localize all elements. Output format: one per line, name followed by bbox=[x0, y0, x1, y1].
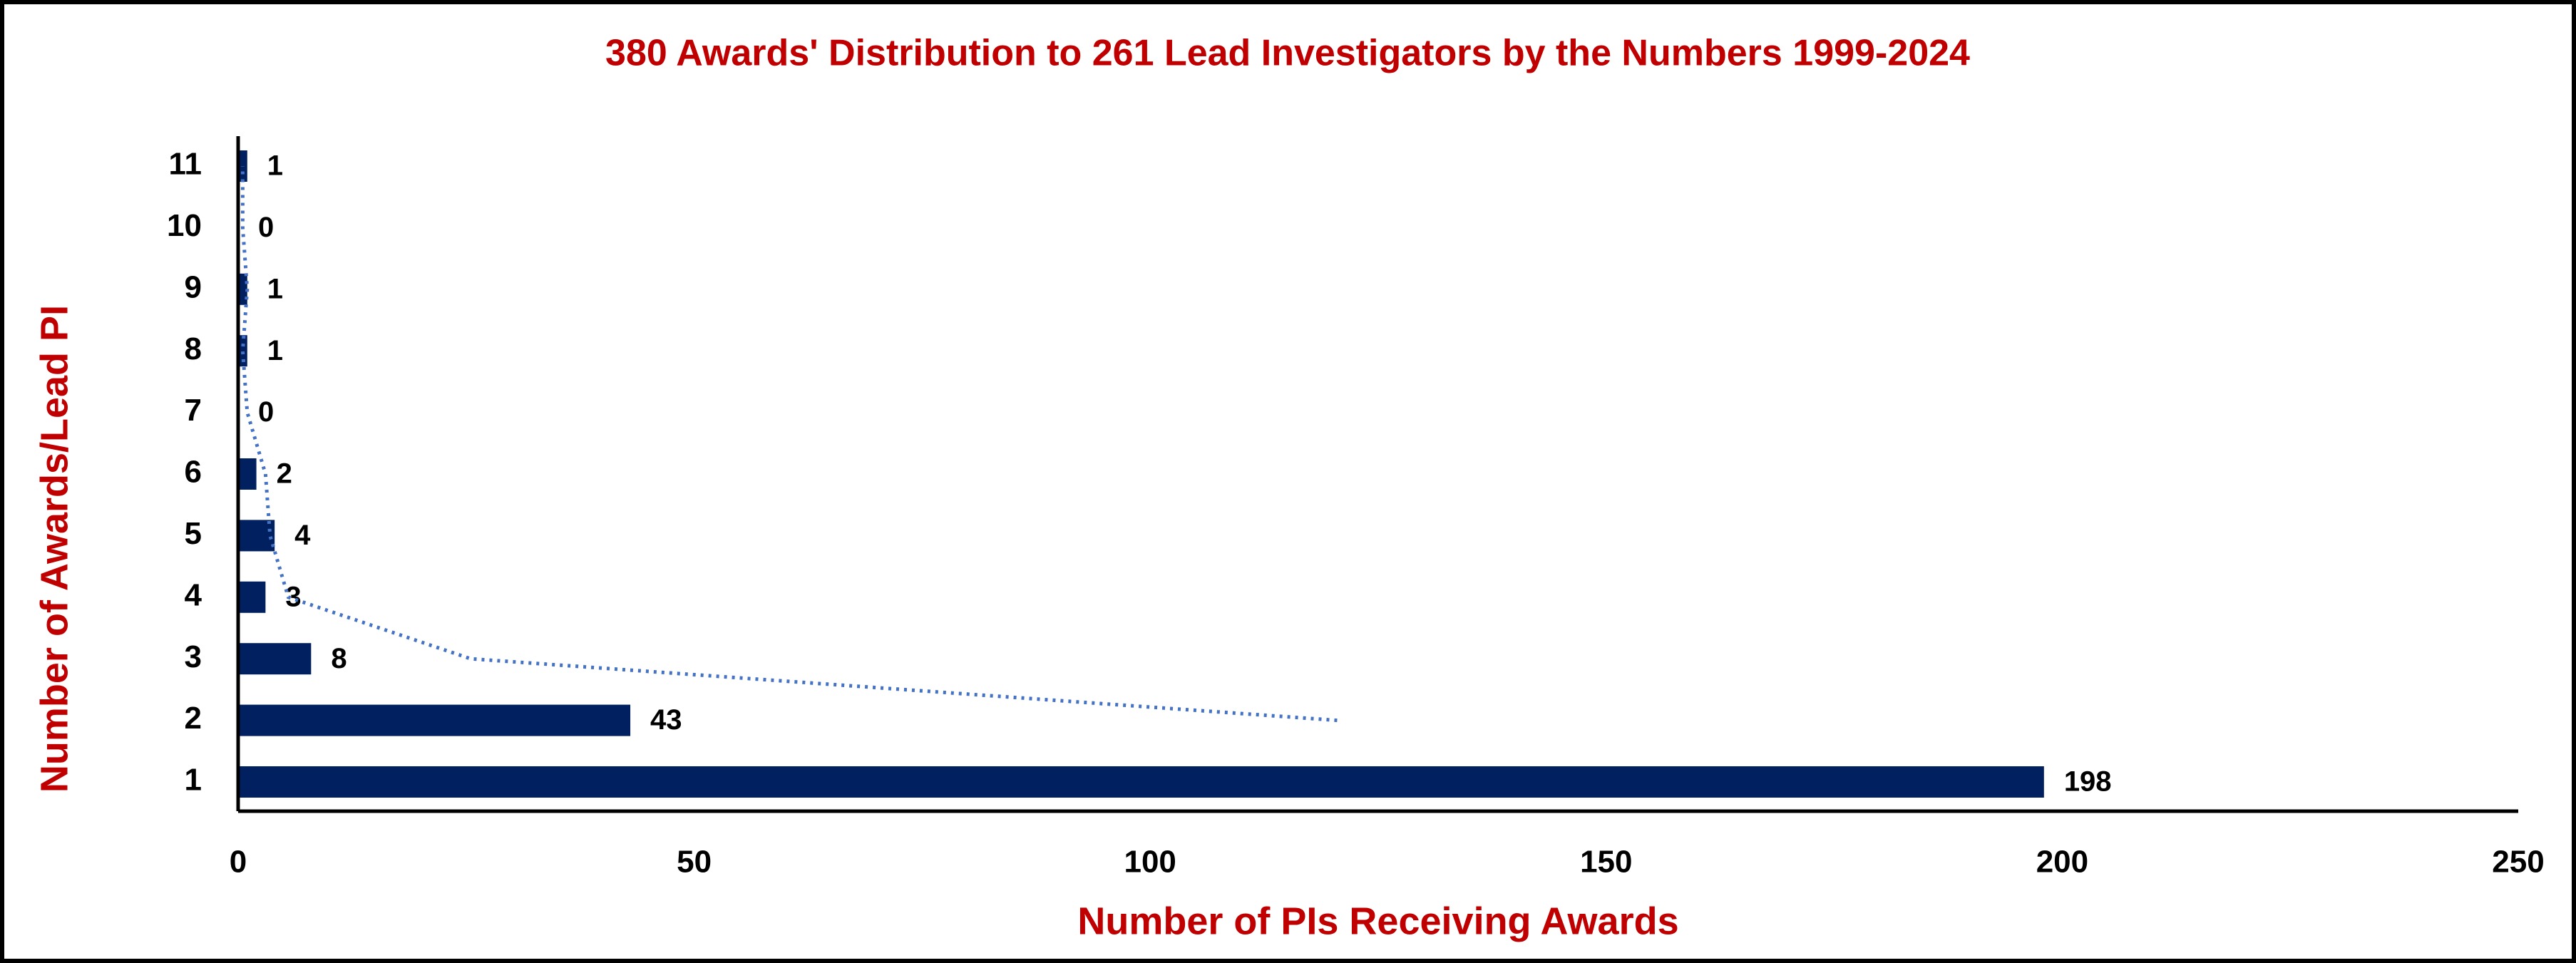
x-tick-label: 100 bbox=[1124, 845, 1176, 880]
y-tick-label: 11 bbox=[168, 147, 202, 182]
x-tick-label: 200 bbox=[2036, 845, 2088, 880]
y-tick-label: 7 bbox=[185, 393, 202, 428]
value-label: 1 bbox=[267, 335, 283, 366]
value-label: 1 bbox=[267, 273, 283, 304]
y-tick-label: 10 bbox=[167, 208, 202, 243]
bar bbox=[238, 335, 247, 367]
bar bbox=[238, 704, 631, 736]
y-tick-label: 3 bbox=[185, 639, 202, 674]
x-tick-label: 150 bbox=[1580, 845, 1632, 880]
bar bbox=[238, 643, 312, 675]
value-label: 43 bbox=[650, 704, 682, 736]
y-tick-label: 2 bbox=[185, 701, 202, 736]
value-label: 1 bbox=[267, 150, 283, 182]
x-tick-label: 50 bbox=[677, 845, 712, 880]
x-tick-label: 0 bbox=[230, 845, 247, 880]
y-tick-label: 5 bbox=[185, 516, 202, 551]
y-tick-label: 6 bbox=[185, 455, 202, 490]
bar bbox=[238, 520, 275, 552]
y-tick-label: 8 bbox=[185, 331, 202, 366]
value-label: 0 bbox=[258, 396, 274, 428]
value-label: 198 bbox=[2064, 766, 2112, 798]
x-axis-label: Number of PIs Receiving Awards bbox=[1077, 900, 1678, 942]
value-label: 0 bbox=[258, 212, 274, 243]
y-tick-label: 9 bbox=[185, 269, 202, 304]
bar bbox=[238, 766, 2044, 798]
bar bbox=[238, 581, 266, 613]
trendline bbox=[240, 166, 1338, 723]
y-axis-label: Number of Awards/Lead PI bbox=[33, 305, 76, 793]
chart-title: 380 Awards' Distribution to 261 Lead Inv… bbox=[605, 33, 1970, 74]
value-label: 8 bbox=[331, 643, 347, 674]
value-label: 4 bbox=[294, 520, 311, 551]
value-label: 2 bbox=[277, 458, 292, 490]
y-tick-label: 4 bbox=[185, 577, 202, 612]
y-tick-label: 1 bbox=[185, 763, 202, 798]
x-tick-label: 250 bbox=[2492, 845, 2544, 880]
bar bbox=[238, 458, 257, 490]
value-label: 3 bbox=[285, 581, 301, 612]
